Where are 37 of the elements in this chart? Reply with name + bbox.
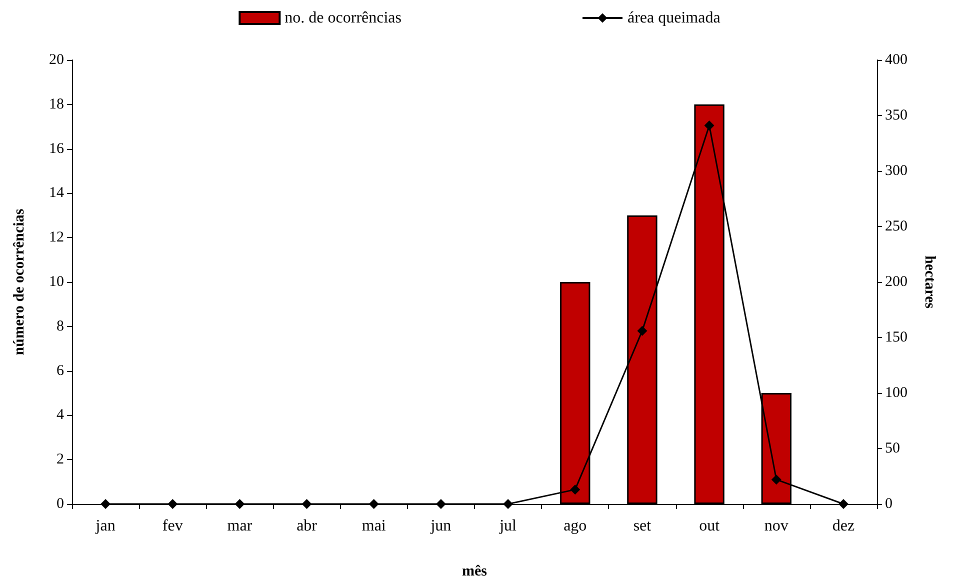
y-tick-label: 8: [56, 318, 64, 334]
y-axis-title: número de ocorrências: [12, 208, 28, 356]
y2-tick-label: 150: [885, 330, 908, 346]
x-tick-label: jan: [94, 518, 116, 534]
y2-tick-label: 250: [885, 218, 908, 234]
y-tick-label: 2: [56, 452, 64, 468]
y2-tick-label: 50: [885, 440, 900, 456]
x-tick-label: fev: [162, 518, 183, 534]
y-tick-label: 20: [49, 52, 64, 68]
y2-tick-label: 300: [885, 163, 908, 179]
y2-tick-label: 200: [885, 274, 908, 290]
y-tick-label: 16: [49, 140, 64, 157]
y2-tick-label: 100: [885, 385, 908, 401]
x-tick-label: nov: [764, 518, 788, 534]
x-tick-label: mar: [227, 518, 253, 534]
y2-tick-label: 400: [885, 52, 908, 68]
y-tick-label: 0: [56, 496, 64, 512]
y-tick-label: 6: [56, 362, 64, 379]
legend-label: no. de ocorrências: [284, 10, 402, 26]
y-tick-label: 4: [56, 407, 64, 424]
y2-tick-label: 350: [885, 108, 908, 124]
x-tick-label: out: [699, 518, 720, 534]
y2-tick-label: 0: [885, 496, 892, 512]
legend-label: área queimada: [628, 10, 720, 26]
y-tick-label: 12: [49, 230, 64, 246]
x-tick-label: ago: [564, 518, 587, 534]
x-tick-label: abr: [296, 518, 318, 534]
y-tick-label: 18: [49, 96, 64, 112]
x-tick-label: dez: [832, 518, 855, 534]
x-tick-label: set: [633, 518, 652, 534]
y-tick-label: 14: [49, 185, 64, 202]
x-tick-label: mai: [362, 518, 386, 534]
x-tick-label: jun: [430, 518, 452, 534]
y2-axis-title: hectares: [922, 255, 938, 309]
y-tick-label: 10: [49, 274, 64, 290]
x-axis-title: mês: [462, 564, 488, 580]
x-tick-label: jul: [498, 518, 518, 534]
